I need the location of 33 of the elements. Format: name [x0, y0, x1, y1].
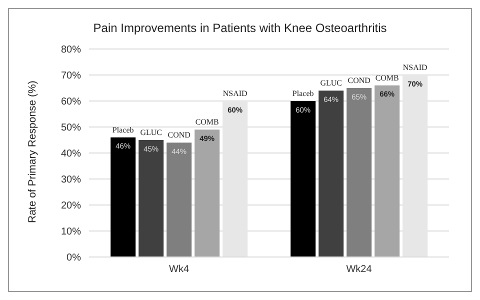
chart-title: Pain Improvements in Patients with Knee Osteoarthritis [92, 21, 388, 35]
text: NSAID [402, 63, 428, 72]
bar [166, 142, 192, 257]
y-tick-label: 50% [60, 122, 82, 134]
series-label: GLUC [140, 128, 162, 137]
y-tick-label: 0% [66, 252, 82, 264]
y-tick-label: 10% [60, 226, 82, 238]
y-tick-label: 20% [60, 200, 82, 212]
bar [402, 75, 428, 257]
series-label: NSAID [222, 89, 248, 98]
bar [290, 101, 316, 257]
y-tick-label: 60% [60, 96, 82, 108]
text: COND [348, 76, 370, 85]
x-tick-label: Wk24 [346, 264, 372, 276]
y-axis-title: Rate of Primary Response (%) [26, 80, 39, 223]
y-tick-label: 30% [60, 174, 82, 186]
series-label: COMB [195, 118, 219, 127]
y-tick-label: 80% [60, 44, 82, 56]
bar [194, 130, 220, 257]
bar [138, 140, 164, 257]
bar [346, 88, 372, 257]
bar [318, 90, 344, 257]
bar [374, 85, 400, 257]
y-tick-label: 70% [60, 70, 82, 82]
text: GLUC [320, 78, 342, 88]
series-label: Placeb [112, 125, 134, 134]
bar [110, 137, 136, 257]
series-label: COND [168, 130, 191, 140]
text: COMB [375, 73, 399, 82]
text: Placeb [292, 89, 314, 98]
x-tick-label: Wk4 [169, 264, 190, 276]
bar [222, 101, 248, 257]
y-tick-label: 40% [60, 148, 82, 160]
